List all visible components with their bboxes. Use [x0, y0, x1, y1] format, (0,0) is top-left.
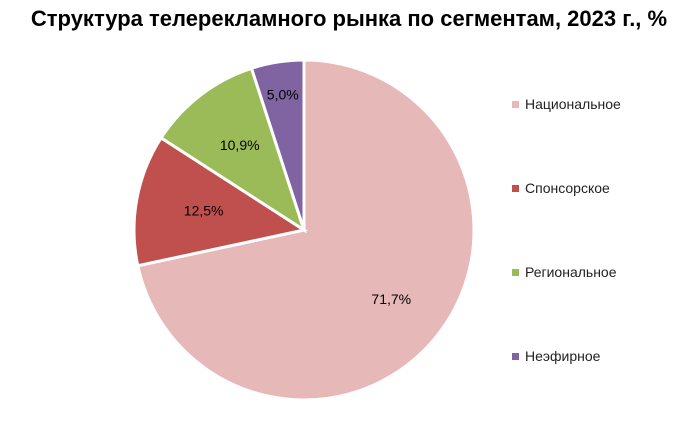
legend-item-non-broadcast: Неэфирное: [512, 348, 692, 432]
data-label-sponsorship: 12,5%: [184, 202, 224, 218]
legend-swatch-regional: [512, 269, 519, 276]
data-label-regional: 10,9%: [220, 137, 260, 153]
legend-swatch-sponsorship: [512, 185, 519, 192]
legend-swatch-national: [512, 101, 519, 108]
data-label-non-broadcast: 5,0%: [267, 86, 299, 102]
legend-item-national: Национальное: [512, 96, 692, 180]
pie-slice-non-broadcast: [249, 58, 306, 231]
legend-label-regional: Региональное: [525, 264, 617, 280]
pie-chart: 71,7% 12,5% 10,9% 5,0%: [132, 58, 476, 402]
pie-slice-regional: [159, 66, 307, 234]
pie-slice-sponsorship: [132, 135, 308, 268]
chart-title: Структура телерекламного рынка по сегмен…: [30, 6, 668, 31]
legend-label-sponsorship: Спонсорское: [525, 180, 610, 196]
legend-label-national: Национальное: [525, 96, 621, 112]
legend-label-non-broadcast: Неэфирное: [525, 348, 601, 364]
legend-item-regional: Региональное: [512, 264, 692, 348]
legend-swatch-non-broadcast: [512, 353, 519, 360]
data-label-national: 71,7%: [371, 291, 411, 307]
legend-item-sponsorship: Спонсорское: [512, 180, 692, 264]
legend: Национальное Спонсорское Региональное Не…: [512, 96, 692, 432]
